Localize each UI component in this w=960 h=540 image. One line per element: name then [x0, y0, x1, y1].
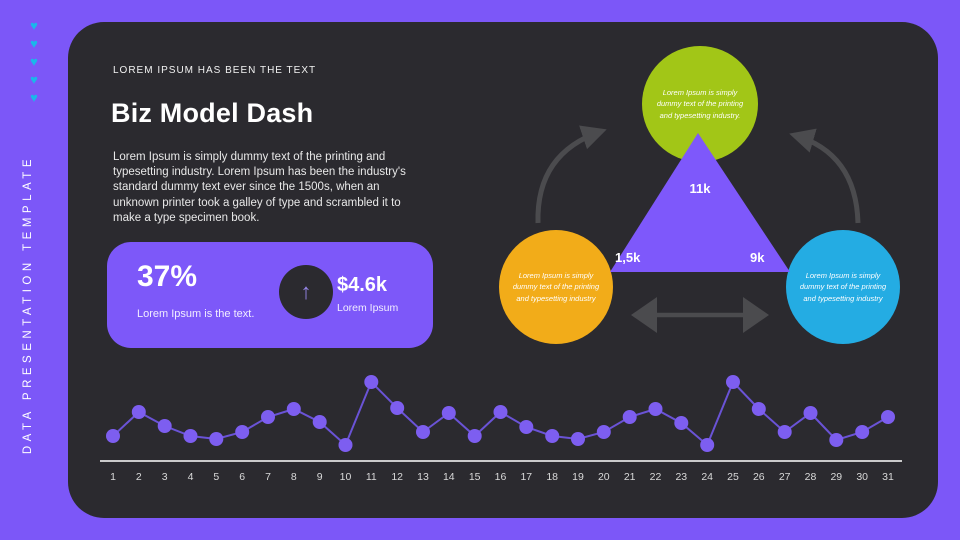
curved-arrow-left-icon — [535, 125, 607, 224]
x-tick-label: 14 — [443, 471, 455, 483]
x-tick-label: 26 — [753, 471, 765, 483]
triangle-label-top: 11k — [689, 181, 711, 196]
x-tick-label: 22 — [650, 471, 662, 483]
data-point — [209, 432, 224, 446]
data-point — [416, 425, 430, 439]
data-point — [338, 438, 353, 452]
stat-arrow-circle: ↑ — [279, 265, 333, 319]
x-tick-label: 2 — [136, 471, 142, 483]
triangle-shape — [610, 133, 790, 272]
diagram-circle-left: Lorem Ipsum is simply dummy text of the … — [499, 230, 613, 344]
up-arrow-icon: ↑ — [300, 279, 312, 304]
data-point — [467, 429, 482, 443]
slide-description: Lorem Ipsum is simply dummy text of the … — [113, 151, 406, 224]
triangle-label-right: 9k — [750, 250, 765, 265]
x-tick-label: 16 — [495, 471, 507, 483]
data-point — [622, 410, 637, 424]
x-tick-label: 27 — [779, 471, 791, 483]
x-tick-label: 29 — [830, 471, 842, 483]
stat-percentage-caption: Lorem Ipsum is the text. — [137, 308, 255, 320]
double-arrow-icon — [631, 297, 769, 333]
data-point — [571, 432, 585, 446]
data-point — [364, 375, 379, 389]
x-tick-label: 10 — [340, 471, 352, 483]
x-tick-label: 7 — [265, 471, 271, 483]
heart-icon: ♥ — [30, 90, 38, 105]
data-point — [700, 438, 715, 452]
heart-icon: ♥ — [30, 72, 38, 87]
data-point — [106, 429, 120, 443]
data-point — [131, 405, 146, 419]
data-point — [183, 429, 198, 443]
circle-right-text: Lorem Ipsum is simply dummy text of the … — [799, 270, 887, 303]
x-tick-label: 20 — [598, 471, 610, 483]
stat-card: 37% Lorem Ipsum is the text. ↑ $4.6k Lor… — [107, 242, 433, 348]
curved-arrow-right-icon — [789, 128, 861, 224]
stat-percentage: 37% — [137, 260, 198, 293]
cycle-arrows — [535, 125, 861, 333]
stat-amount: $4.6k — [337, 274, 388, 296]
vertical-title-text: DATA PRESENTATION TEMPLATE — [22, 155, 34, 455]
data-point — [803, 406, 818, 420]
circle-left-text: Lorem Ipsum is simply dummy text of the … — [512, 270, 600, 303]
data-point — [777, 425, 792, 439]
eyebrow-text: LOREM IPSUM HAS BEEN THE TEXT — [113, 65, 317, 76]
x-tick-label: 1 — [110, 471, 116, 483]
hearts: ♥ ♥ ♥ ♥ ♥ — [24, 18, 44, 105]
data-point — [261, 410, 275, 424]
x-tick-label: 23 — [675, 471, 687, 483]
data-point — [648, 402, 663, 416]
x-tick-label: 25 — [727, 471, 739, 483]
data-point — [751, 402, 766, 416]
diagram-circle-right: Lorem Ipsum is simply dummy text of the … — [786, 230, 900, 344]
data-point — [726, 375, 740, 389]
heart-icon: ♥ — [30, 18, 38, 33]
x-tick-label: 12 — [391, 471, 403, 483]
heart-icon: ♥ — [30, 36, 38, 51]
vertical-title: DATA PRESENTATION TEMPLATE — [10, 126, 46, 484]
x-tick-label: 6 — [239, 471, 245, 483]
x-tick-label: 19 — [572, 471, 584, 483]
data-point — [286, 402, 301, 416]
data-point — [519, 420, 534, 434]
line-chart: 1 2 3 4 5 6 7 8 9 10 11 12 13 14 15 16 17 18 19 20 21 22 23 24 2… — [100, 375, 902, 483]
data-point — [312, 415, 327, 429]
data-point — [855, 425, 870, 439]
stat-amount-caption: Lorem Ipsum — [337, 302, 399, 314]
x-tick-label: 30 — [856, 471, 868, 483]
data-point — [493, 405, 508, 419]
x-tick-label: 8 — [291, 471, 297, 483]
circle-top-text: Lorem Ipsum is simply dummy text of the … — [656, 87, 744, 120]
data-point — [157, 419, 172, 433]
data-point — [674, 416, 689, 430]
x-tick-label: 18 — [546, 471, 558, 483]
heart-icon: ♥ — [30, 54, 38, 69]
data-point — [596, 425, 611, 439]
x-tick-label: 24 — [701, 471, 713, 483]
triangle — [610, 133, 790, 272]
data-point — [441, 406, 456, 420]
data-point — [390, 401, 405, 415]
data-point — [881, 410, 895, 424]
data-point — [545, 429, 560, 443]
x-tick-label: 28 — [805, 471, 817, 483]
x-tick-label: 15 — [469, 471, 481, 483]
x-tick-label: 3 — [162, 471, 168, 483]
x-tick-label: 31 — [882, 471, 894, 483]
triangle-label-left: 1,5k — [615, 250, 641, 265]
page-title: Biz Model Dash — [111, 98, 314, 128]
x-tick-label: 5 — [213, 471, 219, 483]
data-point — [829, 433, 844, 447]
x-tick-label: 9 — [317, 471, 323, 483]
x-tick-label: 4 — [188, 471, 194, 483]
x-tick-label: 13 — [417, 471, 429, 483]
x-tick-label: 21 — [624, 471, 636, 483]
x-tick-label: 17 — [520, 471, 532, 483]
x-tick-label: 11 — [366, 471, 377, 483]
data-point — [235, 425, 250, 439]
